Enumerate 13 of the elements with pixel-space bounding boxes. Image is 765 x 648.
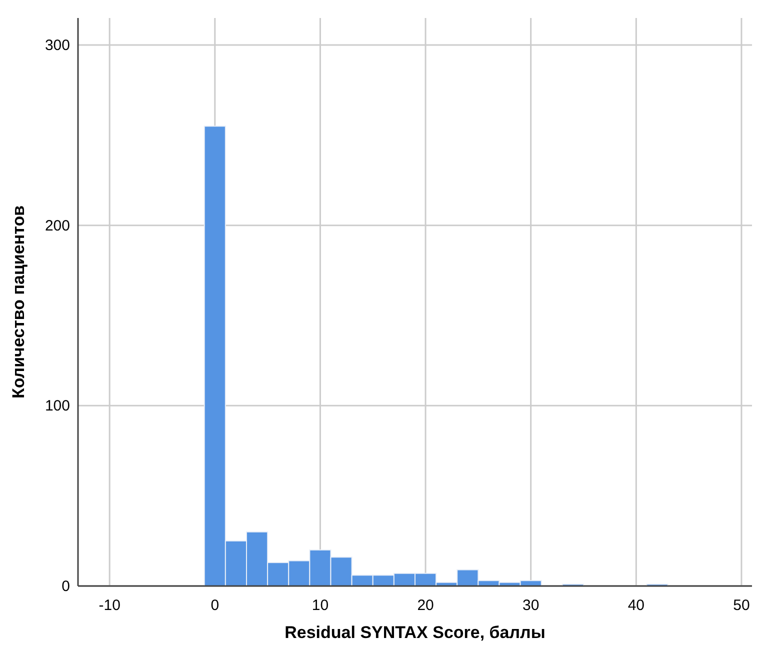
x-tick-label: 10 [312, 597, 329, 614]
y-tick-label: 300 [44, 37, 70, 54]
x-tick-label: 30 [522, 597, 540, 614]
y-tick-label: 200 [44, 217, 70, 234]
x-tick-label: 0 [210, 597, 220, 614]
y-tick-label: 100 [44, 398, 70, 415]
x-tick-label: -10 [98, 597, 120, 614]
x-tick-label: 20 [417, 597, 434, 614]
y-tick-label: 0 [62, 578, 70, 595]
x-axis-title: Residual SYNTAX Score, баллы [284, 623, 546, 642]
x-tick-label: 40 [628, 597, 644, 614]
x-tick-label: 50 [733, 597, 750, 614]
y-axis-title: Количество пациентов [9, 205, 28, 399]
